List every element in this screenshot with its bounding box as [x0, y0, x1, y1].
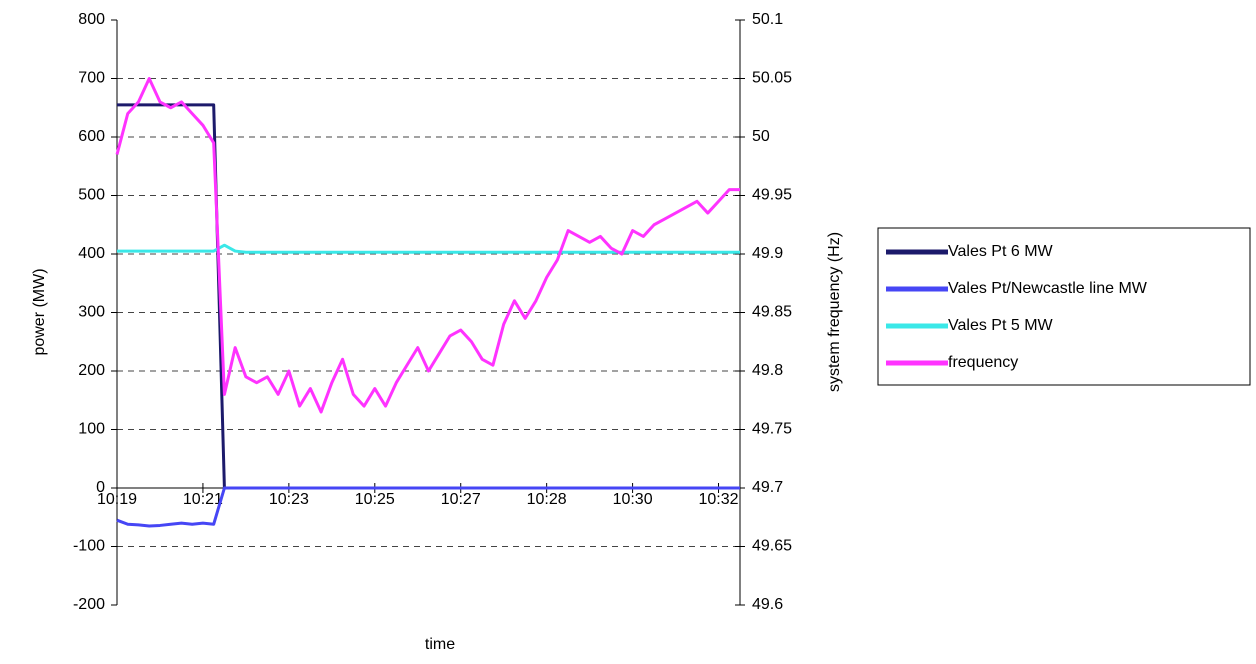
y-tick-label: 800: [78, 11, 105, 28]
x-tick-label: 10:27: [441, 491, 481, 508]
y2-tick-label: 49.6: [752, 596, 783, 613]
y2-tick-label: 49.7: [752, 479, 783, 496]
y2-tick-label: 49.75: [752, 421, 792, 438]
y2-tick-label: 50: [752, 128, 770, 145]
x-tick-label: 10:32: [698, 491, 738, 508]
y2-tick-label: 50.05: [752, 70, 792, 87]
legend-label: Vales Pt 5 MW: [948, 317, 1054, 334]
y-tick-label: 200: [78, 362, 105, 379]
series-line: [116, 486, 740, 528]
legend-label: frequency: [948, 354, 1018, 371]
y-tick-label: 0: [96, 479, 105, 496]
y2-tick-label: 50.1: [752, 11, 783, 28]
series-line: [115, 77, 740, 414]
y2-axis-label: system frequency (Hz): [826, 232, 843, 392]
y2-tick-label: 49.95: [752, 187, 792, 204]
x-tick-label: 10:30: [613, 491, 653, 508]
y2-tick-label: 49.9: [752, 245, 783, 262]
series-line: [117, 103, 740, 490]
y-tick-label: 700: [78, 70, 105, 87]
x-tick-label: 10:21: [183, 491, 223, 508]
y2-tick-label: 49.8: [752, 362, 783, 379]
y-tick-label: 400: [78, 245, 105, 262]
x-tick-label: 10:28: [527, 491, 567, 508]
legend-label: Vales Pt 6 MW: [948, 243, 1054, 260]
y-tick-label: 100: [78, 421, 105, 438]
legend-label: Vales Pt/Newcastle line MW: [948, 280, 1148, 297]
y-tick-label: 500: [78, 187, 105, 204]
y-tick-label: 600: [78, 128, 105, 145]
y-tick-label: -100: [73, 538, 105, 555]
y2-tick-label: 49.85: [752, 304, 792, 321]
y-tick-label: -200: [73, 596, 105, 613]
y-tick-label: 300: [78, 304, 105, 321]
x-tick-label: 10:23: [269, 491, 309, 508]
y2-tick-label: 49.65: [752, 538, 792, 555]
y-axis-label: power (MW): [31, 268, 48, 355]
x-tick-label: 10:25: [355, 491, 395, 508]
series-line: [117, 243, 740, 254]
x-tick-label: 10:19: [97, 491, 137, 508]
x-axis-label: time: [425, 636, 455, 653]
